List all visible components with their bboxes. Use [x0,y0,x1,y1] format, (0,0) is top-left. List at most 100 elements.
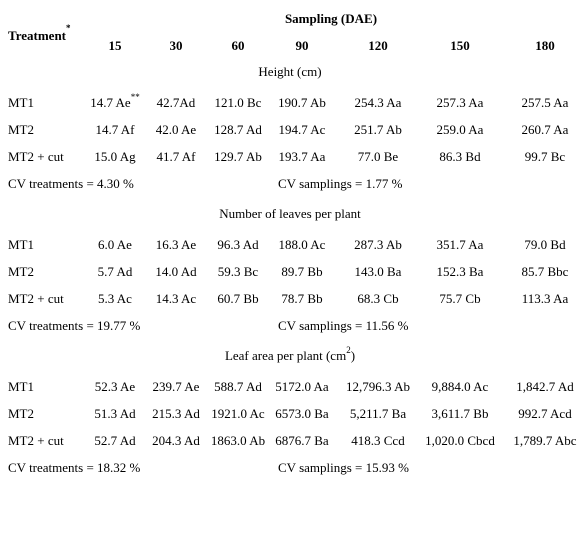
section-title-text: Height (cm) [258,64,321,79]
cell: 14.3 Ac [156,291,197,306]
cell-text: 257.3 Aa [437,95,484,110]
cell: 588.7 Ad [214,379,262,394]
cell-text: 5,211.7 Ba [350,406,406,421]
section-title-tail: ) [351,348,355,363]
cell: 239.7 Ae [153,379,200,394]
cell: 77.0 Be [358,149,399,164]
cell: 287.3 Ab [354,237,402,252]
cell: 351.7 Aa [437,237,484,252]
cell-text: 42.7Ad [157,95,196,110]
cell: 86.3 Bd [439,149,481,164]
cell-text: 1863.0 Ab [211,433,265,448]
cell: 78.7 Bb [281,291,322,306]
day-header: 60 [232,38,245,53]
row-label: MT2 + cut [8,433,64,448]
cell-text: 41.7 Af [157,149,197,164]
cell-text: 14.0 Ad [155,264,197,279]
cell-text: 96.3 Ad [217,237,259,252]
row-label: MT2 + cut [8,149,64,164]
cv-treatments: CV treatments = 18.32 % [8,460,141,475]
row-label: MT2 [8,406,34,421]
cell-text: 194.7 Ac [279,122,326,137]
cell-text: 5.3 Ac [98,291,132,306]
cell: 16.3 Ae [156,237,197,252]
cell-text: 78.7 Bb [281,291,322,306]
cell: 99.7 Bc [525,149,566,164]
cell-text: 190.7 Ab [278,95,326,110]
cell: 6876.7 Ba [275,433,329,448]
cell: 14.7 Ae** [90,92,140,110]
cell-text: 193.7 Aa [279,149,326,164]
treatment-text: Treatment [8,28,67,43]
cv-samplings: CV samplings = 15.93 % [278,460,409,475]
day-header: 15 [109,38,123,53]
cell-text: 68.3 Cb [357,291,398,306]
cell: 12,796.3 Ab [346,379,410,394]
cell-text: 6573.0 Ba [275,406,329,421]
cell: 152.3 Ba [437,264,484,279]
cell: 1,842.7 Ad [516,379,574,394]
cell-text: 254.3 Aa [355,95,402,110]
cell-text: 287.3 Ab [354,237,402,252]
cell-text: 77.0 Be [358,149,399,164]
cell: 6573.0 Ba [275,406,329,421]
cv-samplings: CV samplings = 11.56 % [278,318,409,333]
cell-text: 3,611.7 Bb [432,406,489,421]
cell: 992.7 Acd [518,406,572,421]
cell-text: 121.0 Bc [215,95,262,110]
cell-text: 60.7 Bb [217,291,258,306]
cell-text: 259.0 Aa [437,122,484,137]
row-label: MT1 [8,95,34,110]
cell-text: 1,842.7 Ad [516,379,574,394]
cell-text: 12,796.3 Ab [346,379,410,394]
cell-text: 52.7 Ad [94,433,136,448]
cell: 193.7 Aa [279,149,326,164]
cell-text: 418.3 Ccd [351,433,405,448]
cell-text: 251.7 Ab [354,122,402,137]
cell: 85.7 Bbc [522,264,569,279]
cell-sup: ** [131,92,141,102]
cell-text: 99.7 Bc [525,149,566,164]
cell-text: 16.3 Ae [156,237,197,252]
cell-text: 6.0 Ae [98,237,132,252]
cell-text: 1921.0 Ac [211,406,265,421]
cell-text: 6876.7 Ba [275,433,329,448]
cell: 15.0 Ag [94,149,136,164]
cell: 41.7 Af [157,149,197,164]
section-title-text: Number of leaves per plant [219,206,361,221]
cell-text: 5.7 Ad [98,264,133,279]
cell-text: 152.3 Ba [437,264,484,279]
cell-text: 86.3 Bd [439,149,481,164]
cell: 51.3 Ad [94,406,136,421]
cell: 5,211.7 Ba [350,406,406,421]
cell: 42.0 Ae [156,122,197,137]
cell: 259.0 Aa [437,122,484,137]
section-title-text: Leaf area per plant (cm [225,348,346,363]
cell-text: 51.3 Ad [94,406,136,421]
section-title: Leaf area per plant (cm2) [225,345,355,363]
cell-text: 351.7 Aa [437,237,484,252]
cv-samplings: CV samplings = 1.77 % [278,176,403,191]
cell: 128.7 Ad [214,122,262,137]
cell-text: 113.3 Aa [522,291,569,306]
cell: 52.7 Ad [94,433,136,448]
cell-text: 215.3 Ad [152,406,200,421]
cell: 215.3 Ad [152,406,200,421]
cell-text: 52.3 Ae [95,379,136,394]
cv-treatments: CV treatments = 19.77 % [8,318,141,333]
cell: 257.3 Aa [437,95,484,110]
cell-text: 143.0 Ba [355,264,402,279]
cell: 14.0 Ad [155,264,197,279]
row-label: MT2 [8,264,34,279]
day-header: 90 [296,38,309,53]
cell: 257.5 Aa [522,95,569,110]
cell-text: 188.0 Ac [279,237,326,252]
sampling-header: Sampling (DAE) [285,11,377,26]
cell: 9,884.0 Ac [432,379,489,394]
cell: 188.0 Ac [279,237,326,252]
section-title-sup: 2 [346,345,351,355]
treatment-note: * [66,23,71,33]
cell: 260.7 Aa [522,122,569,137]
cell: 52.3 Ae [95,379,136,394]
day-header: 180 [535,38,555,53]
